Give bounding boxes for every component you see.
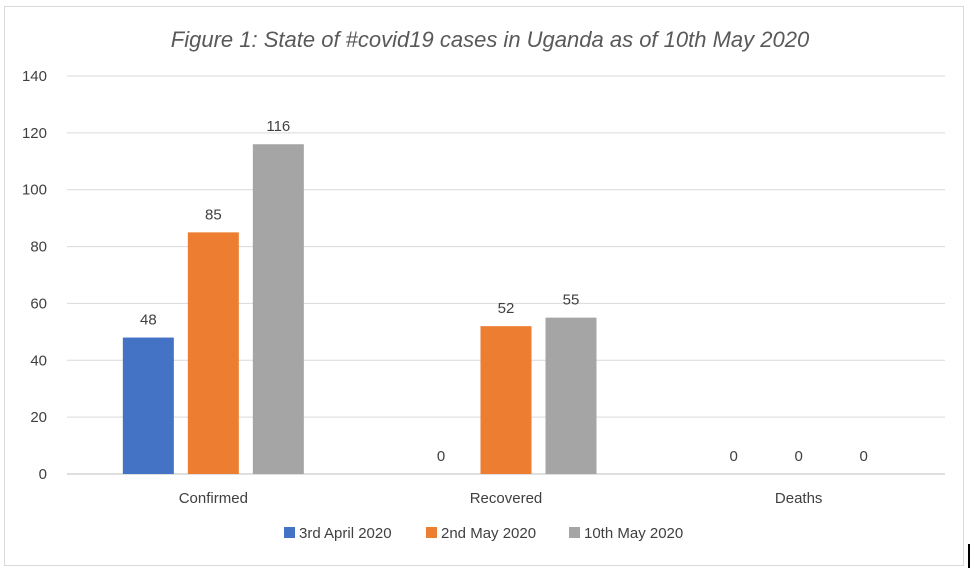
y-tick-label: 60 xyxy=(30,295,47,312)
data-label: 85 xyxy=(205,206,222,223)
y-tick-label: 40 xyxy=(30,352,47,369)
y-tick-label: 140 xyxy=(22,68,47,85)
legend-label: 10th May 2020 xyxy=(584,525,683,542)
bar-layer xyxy=(122,144,597,474)
edge-mark xyxy=(968,544,970,568)
chart-svg: Figure 1: State of #covid19 cases in Uga… xyxy=(22,27,945,542)
label-layer: 48 85 116 Confirmed 0 52 55 Recovered 0 0 0 Deaths xyxy=(140,118,868,507)
y-tick-label: 120 xyxy=(22,125,47,142)
legend-swatch-3 xyxy=(569,527,580,538)
data-label: 0 xyxy=(437,448,445,465)
x-category-label: Deaths xyxy=(775,490,823,507)
data-label: 48 xyxy=(140,312,157,329)
x-category-label: Confirmed xyxy=(179,490,248,507)
y-tick-label: 80 xyxy=(30,239,47,256)
bar-confirmed-series-2 xyxy=(187,232,239,474)
data-label: 55 xyxy=(563,292,580,309)
y-tick-label: 20 xyxy=(30,409,47,426)
legend-swatch-2 xyxy=(426,527,437,538)
y-tick-label: 0 xyxy=(39,466,47,483)
data-label: 0 xyxy=(859,448,867,465)
legend-label: 2nd May 2020 xyxy=(441,525,536,542)
data-label: 0 xyxy=(729,448,737,465)
data-label: 52 xyxy=(498,300,515,317)
legend: 3rd April 2020 2nd May 2020 10th May 2020 xyxy=(284,525,683,542)
legend-label: 3rd April 2020 xyxy=(299,525,392,542)
data-label: 0 xyxy=(794,448,802,465)
bar-recovered-series-3 xyxy=(545,317,597,474)
bar-recovered-series-2 xyxy=(480,326,532,474)
x-category-label: Recovered xyxy=(470,490,543,507)
data-label: 116 xyxy=(266,118,290,135)
bar-confirmed-series-3 xyxy=(252,144,304,474)
bar-confirmed-series-1 xyxy=(122,337,174,474)
y-tick-label: 100 xyxy=(22,182,47,199)
chart-frame: Figure 1: State of #covid19 cases in Uga… xyxy=(4,6,964,566)
legend-swatch-1 xyxy=(284,527,295,538)
chart-title: Figure 1: State of #covid19 cases in Uga… xyxy=(171,27,810,52)
